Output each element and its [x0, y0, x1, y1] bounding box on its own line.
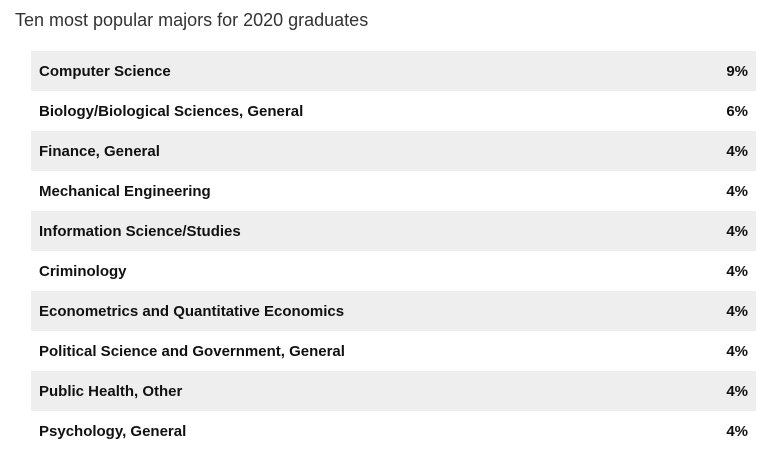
table-row: Psychology, General 4% [31, 411, 756, 451]
table-row: Political Science and Government, Genera… [31, 331, 756, 371]
major-name: Public Health, Other [39, 382, 183, 400]
major-percent: 4% [726, 222, 748, 240]
table-row: Finance, General 4% [31, 131, 756, 171]
major-name: Psychology, General [39, 422, 187, 440]
table-row: Computer Science 9% [31, 51, 756, 91]
major-name: Criminology [39, 262, 127, 280]
major-percent: 4% [726, 342, 748, 360]
major-percent: 4% [726, 182, 748, 200]
major-name: Information Science/Studies [39, 222, 241, 240]
major-percent: 4% [726, 142, 748, 160]
majors-table: Computer Science 9% Biology/Biological S… [31, 51, 756, 451]
table-row: Biology/Biological Sciences, General 6% [31, 91, 756, 131]
major-percent: 9% [726, 62, 748, 80]
table-row: Information Science/Studies 4% [31, 211, 756, 251]
major-name: Mechanical Engineering [39, 182, 211, 200]
major-percent: 6% [726, 102, 748, 120]
table-row: Criminology 4% [31, 251, 756, 291]
major-name: Political Science and Government, Genera… [39, 342, 345, 360]
major-name: Biology/Biological Sciences, General [39, 102, 304, 120]
major-percent: 4% [726, 382, 748, 400]
major-percent: 4% [726, 422, 748, 440]
major-name: Finance, General [39, 142, 160, 160]
page-title: Ten most popular majors for 2020 graduat… [15, 10, 369, 30]
major-name: Computer Science [39, 62, 171, 80]
table-row: Public Health, Other 4% [31, 371, 756, 411]
table-row: Mechanical Engineering 4% [31, 171, 756, 211]
major-percent: 4% [726, 262, 748, 280]
table-row: Econometrics and Quantitative Economics … [31, 291, 756, 331]
major-percent: 4% [726, 302, 748, 320]
major-name: Econometrics and Quantitative Economics [39, 302, 345, 320]
